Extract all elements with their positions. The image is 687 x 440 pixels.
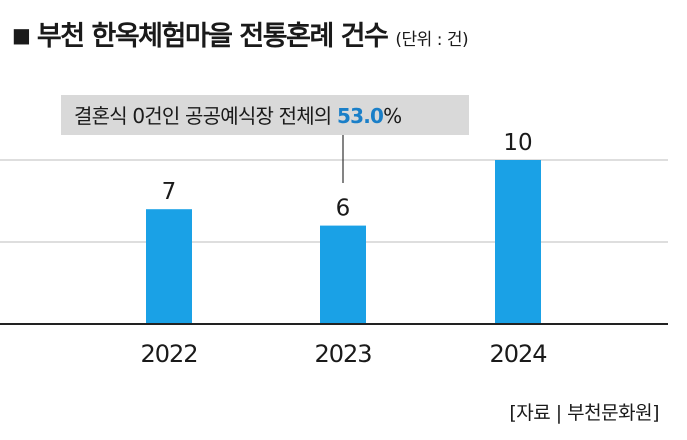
x-tick-label-2023: 2023 — [314, 340, 371, 368]
annotation-highlight: 53.0 — [337, 104, 383, 128]
data-label-2023: 6 — [336, 196, 351, 222]
data-label-2022: 7 — [162, 179, 177, 205]
bar-2022 — [146, 209, 192, 324]
x-tick-label-2022: 2022 — [140, 340, 197, 368]
source-credit: [자료 | 부천문화원] — [509, 402, 659, 424]
bar-2024 — [495, 160, 541, 324]
chart-title: 부천 한옥체험마을 전통혼례 건수 — [36, 21, 389, 52]
annotation-text: 결혼식 0건인 공공예식장 전체의 53.0% — [74, 104, 401, 128]
square-bullet-icon: ■ — [12, 23, 31, 47]
chart-header: ■ 부천 한옥체험마을 전통혼례 건수 (단위 : 건) — [12, 14, 469, 54]
bar-2023 — [320, 225, 366, 324]
annotation-prefix: 결혼식 0건인 공공예식장 전체의 — [74, 104, 337, 128]
annotation-suffix: % — [383, 104, 401, 128]
unit-label: (단위 : 건) — [395, 30, 469, 50]
data-label-2024: 10 — [503, 130, 532, 156]
annotation-box — [61, 95, 469, 135]
x-tick-label-2024: 2024 — [489, 340, 546, 368]
